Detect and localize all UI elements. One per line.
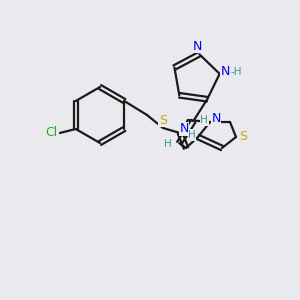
Text: Cl: Cl [46, 127, 58, 140]
Text: S: S [159, 113, 167, 127]
Text: H: H [188, 130, 196, 140]
Text: S: S [239, 130, 247, 143]
Text: -H: -H [231, 67, 242, 77]
Text: H: H [200, 115, 208, 125]
Text: N: N [193, 40, 202, 53]
Text: N: N [211, 112, 221, 124]
Text: N: N [179, 122, 189, 136]
Text: H: H [164, 139, 172, 149]
Text: N: N [221, 65, 230, 78]
